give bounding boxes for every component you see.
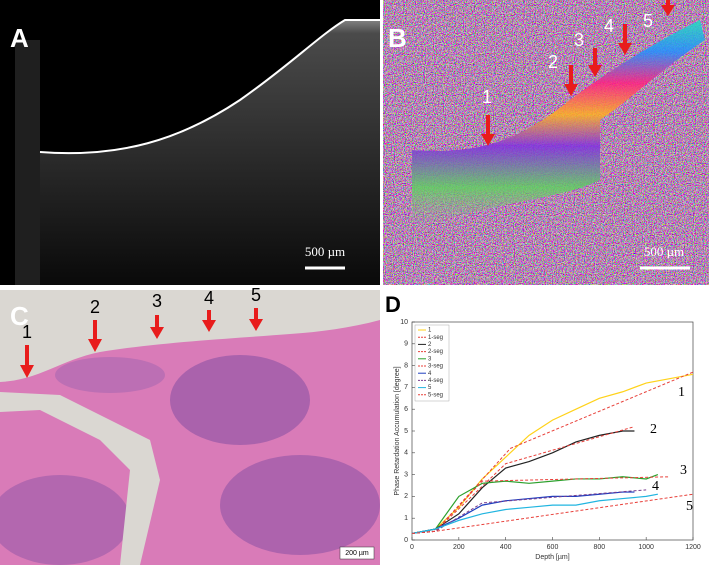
crack bbox=[0, 392, 160, 565]
region bbox=[220, 455, 380, 555]
curve-annotation: 4 bbox=[652, 479, 659, 494]
tissue bbox=[40, 20, 380, 285]
panel-d: D bbox=[385, 292, 401, 317]
data-line bbox=[411, 493, 694, 534]
y-tick-label: 1 bbox=[404, 515, 408, 522]
legend-label: 4 bbox=[428, 371, 432, 377]
arrows bbox=[20, 308, 263, 378]
panel-label: A bbox=[10, 23, 29, 53]
y-tick-label: 8 bbox=[404, 362, 408, 369]
artifact bbox=[15, 40, 40, 285]
legend-label: 4-seg bbox=[428, 378, 443, 384]
y-tick-label: 10 bbox=[400, 319, 408, 326]
x-tick-label: 600 bbox=[547, 544, 559, 551]
marker: 4 bbox=[204, 288, 214, 308]
y-tick-label: 0 bbox=[404, 537, 408, 544]
panel-c: C 1 2 3 4 5 200 µm bbox=[0, 285, 380, 565]
data-line bbox=[411, 430, 635, 535]
curve-annotation: 5 bbox=[686, 499, 693, 514]
legend-label: 3-seg bbox=[428, 364, 443, 370]
panel-a: A 500 µm bbox=[0, 0, 380, 285]
legend-label: 5-seg bbox=[428, 392, 443, 398]
scale-text: 500 µm bbox=[644, 244, 684, 259]
x-tick-label: 0 bbox=[410, 544, 414, 551]
y-tick-label: 3 bbox=[404, 471, 408, 478]
region bbox=[55, 357, 165, 393]
x-tick-label: 800 bbox=[593, 544, 605, 551]
marker: 4 bbox=[604, 16, 614, 36]
arrows bbox=[481, 0, 675, 146]
x-tick-label: 1200 bbox=[685, 544, 701, 551]
y-tick-label: 9 bbox=[404, 341, 408, 348]
scale-box bbox=[339, 546, 375, 560]
curve-annotation: 1 bbox=[678, 385, 685, 400]
marker: 3 bbox=[152, 291, 162, 311]
legend-label: 2-seg bbox=[428, 349, 443, 355]
x-tick-label: 1000 bbox=[638, 544, 654, 551]
scale-text: 200 µm bbox=[345, 550, 369, 557]
y-tick-label: 7 bbox=[404, 384, 408, 391]
curve-annotation: 2 bbox=[650, 422, 657, 437]
marker: 3 bbox=[574, 30, 584, 50]
marker: 1 bbox=[482, 87, 492, 107]
marker: 1 bbox=[22, 322, 32, 342]
data-line bbox=[411, 493, 658, 535]
legend-label: 2 bbox=[428, 342, 432, 348]
y-tick-label: 2 bbox=[404, 493, 408, 500]
data-line bbox=[411, 474, 659, 535]
panel-b: B 1 2 3 4 5 500 µm bbox=[383, 0, 709, 285]
panel-label: D bbox=[385, 292, 401, 317]
scale-text: 500 µm bbox=[305, 244, 345, 259]
marker: 5 bbox=[251, 285, 261, 305]
panel-label: C bbox=[10, 301, 29, 331]
x-tick-label: 400 bbox=[500, 544, 512, 551]
legend-box bbox=[414, 324, 450, 402]
marker: 2 bbox=[548, 52, 558, 72]
panel-label: B bbox=[388, 23, 407, 53]
y-tick-label: 5 bbox=[404, 428, 408, 435]
data-line bbox=[411, 373, 694, 535]
curve-annotation: 3 bbox=[680, 463, 687, 478]
x-axis-label: Depth [µm] bbox=[535, 554, 569, 561]
surface bbox=[39, 19, 380, 155]
legend-label: 3 bbox=[428, 356, 432, 362]
region bbox=[170, 355, 310, 445]
marker: 5 bbox=[643, 11, 653, 31]
x-tick-label: 200 bbox=[453, 544, 465, 551]
legend-label: 5 bbox=[428, 385, 432, 391]
region bbox=[0, 475, 130, 565]
bands bbox=[412, 20, 705, 230]
y-tick-label: 4 bbox=[404, 450, 408, 457]
y-axis-label: Phase Retardation Accumulation [degree] bbox=[394, 366, 401, 495]
marker: 2 bbox=[90, 297, 100, 317]
legend-label: 1 bbox=[428, 328, 432, 334]
y-tick-label: 6 bbox=[404, 406, 408, 413]
legend-label: 1-seg bbox=[428, 335, 443, 341]
